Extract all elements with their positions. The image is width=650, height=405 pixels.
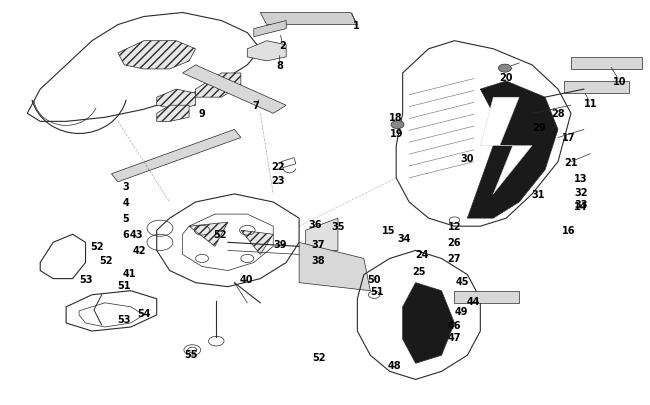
Text: 51: 51: [370, 286, 384, 296]
Text: 12: 12: [448, 222, 462, 232]
Polygon shape: [306, 219, 338, 251]
Text: 45: 45: [456, 276, 469, 286]
Text: 15: 15: [382, 226, 395, 236]
Text: 18: 18: [389, 113, 403, 123]
Text: 3: 3: [122, 181, 129, 192]
Text: 32: 32: [574, 188, 588, 197]
Text: 24: 24: [415, 250, 429, 260]
Polygon shape: [118, 42, 196, 70]
Text: 19: 19: [389, 129, 403, 139]
Text: 34: 34: [397, 234, 411, 244]
Polygon shape: [254, 21, 286, 38]
Text: 22: 22: [272, 161, 285, 171]
Polygon shape: [467, 82, 558, 219]
Text: 30: 30: [461, 153, 474, 163]
Text: 44: 44: [467, 296, 480, 306]
Text: 52: 52: [90, 242, 104, 252]
Text: 47: 47: [448, 332, 462, 342]
Text: 52: 52: [99, 256, 113, 266]
Text: 13: 13: [574, 173, 588, 183]
Text: ARCTIC CAT: ARCTIC CAT: [424, 174, 439, 209]
Text: 21: 21: [564, 157, 578, 167]
Polygon shape: [183, 66, 286, 114]
Text: 50: 50: [367, 274, 381, 284]
Polygon shape: [564, 82, 629, 94]
Text: 25: 25: [412, 266, 426, 276]
Text: 9: 9: [199, 109, 205, 119]
Text: 38: 38: [312, 256, 326, 266]
Polygon shape: [454, 291, 519, 303]
Circle shape: [391, 121, 404, 129]
Polygon shape: [299, 243, 370, 291]
Text: 14: 14: [574, 202, 588, 211]
Text: 5: 5: [122, 213, 129, 224]
Polygon shape: [157, 106, 189, 122]
Text: 29: 29: [532, 123, 545, 133]
Text: 37: 37: [312, 240, 325, 250]
Polygon shape: [189, 223, 228, 247]
Polygon shape: [157, 90, 196, 110]
Polygon shape: [571, 58, 642, 70]
Text: 48: 48: [388, 360, 402, 371]
Text: 33: 33: [574, 200, 588, 209]
Text: 16: 16: [562, 226, 575, 236]
Text: 10: 10: [613, 77, 626, 87]
Text: 49: 49: [454, 306, 467, 316]
Text: 20: 20: [499, 73, 513, 83]
Text: 28: 28: [551, 109, 565, 119]
Text: 1: 1: [353, 21, 359, 30]
Polygon shape: [241, 231, 273, 255]
Polygon shape: [402, 283, 454, 363]
Text: 46: 46: [448, 320, 462, 330]
Text: 27: 27: [448, 254, 462, 264]
Text: 4: 4: [122, 198, 129, 207]
Text: 40: 40: [239, 274, 253, 284]
Text: 8: 8: [276, 61, 283, 71]
Polygon shape: [480, 98, 532, 194]
Text: 39: 39: [273, 240, 287, 250]
Text: 11: 11: [584, 99, 597, 109]
Text: 53: 53: [118, 314, 131, 324]
Text: 6: 6: [122, 230, 129, 240]
Text: 41: 41: [122, 268, 136, 278]
Polygon shape: [260, 13, 358, 26]
Polygon shape: [248, 42, 286, 62]
Text: 52: 52: [312, 352, 325, 362]
Text: 17: 17: [562, 133, 575, 143]
Circle shape: [499, 65, 512, 73]
Text: 51: 51: [118, 280, 131, 290]
Text: 55: 55: [185, 350, 198, 360]
Text: 43: 43: [129, 230, 143, 240]
Polygon shape: [196, 74, 241, 98]
Text: 36: 36: [308, 220, 321, 230]
Text: 52: 52: [213, 230, 227, 240]
Text: 26: 26: [448, 238, 462, 248]
Text: 2: 2: [280, 40, 286, 51]
Text: 7: 7: [252, 101, 259, 111]
Polygon shape: [111, 130, 241, 182]
Text: 31: 31: [532, 190, 545, 199]
Text: 35: 35: [332, 222, 344, 232]
Text: 23: 23: [272, 175, 285, 185]
Text: 54: 54: [137, 308, 151, 318]
Text: 42: 42: [133, 246, 146, 256]
Text: 53: 53: [79, 274, 92, 284]
